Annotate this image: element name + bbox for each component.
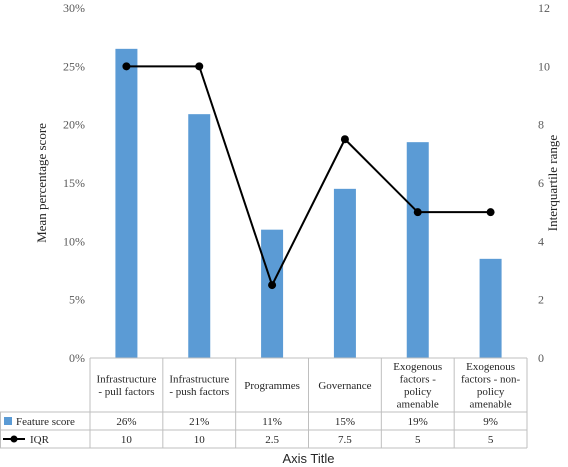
data-label: 5 [415, 434, 421, 446]
data-table: Infrastructure - pull factors Infrastructu… [0, 357, 528, 449]
y-tick-label: 30% [63, 1, 85, 15]
y2-tick-label: 10 [538, 59, 550, 73]
data-label: 15% [335, 416, 355, 428]
x-tick-label: Programmes [244, 380, 300, 392]
bar [479, 258, 502, 358]
iqr-point [340, 135, 349, 144]
x-tick-label: Infrastructure - push factors [169, 374, 229, 399]
x-tick-label: Infrastructure - pull factors [96, 374, 156, 399]
legend-swatch-feature-score [4, 417, 12, 425]
data-label: 21% [189, 416, 209, 428]
y2-tick-label: 12 [538, 1, 550, 15]
data-label: 11% [262, 416, 282, 428]
legend-label: IQR [30, 434, 50, 446]
y-tick-label: 25% [63, 59, 85, 73]
data-label: 19% [408, 416, 428, 428]
y2-tick-label: 2 [538, 293, 544, 307]
bar [406, 142, 429, 358]
data-label: 7.5 [338, 434, 352, 446]
y-axis-title: Mean percentage score [34, 123, 49, 243]
data-label: 26% [116, 416, 136, 428]
plot-area [90, 48, 527, 359]
legend-swatch-iqr-marker [10, 435, 18, 443]
iqr-point [122, 62, 131, 71]
iqr-point [195, 62, 204, 71]
data-label: 2.5 [265, 434, 279, 446]
bar [188, 114, 211, 359]
iqr-line [126, 65, 491, 288]
y2-axis-title: Interquartile range [545, 135, 560, 232]
bar [261, 229, 284, 358]
y-tick-label: 20% [63, 118, 85, 132]
right-axis-ticks: 0 2 4 6 8 10 12 [538, 1, 550, 365]
left-axis-ticks: 0% 5% 10% 15% 20% 25% 30% [63, 1, 85, 365]
data-label: 5 [488, 434, 494, 446]
bar-series [115, 48, 502, 359]
legend-label: Feature score [16, 416, 75, 428]
bar [115, 48, 138, 358]
y-tick-label: 5% [69, 293, 85, 307]
data-label: 9% [483, 416, 498, 428]
y-tick-label: 0% [69, 351, 85, 365]
iqr-point [413, 208, 422, 217]
y2-tick-label: 0 [538, 351, 544, 365]
y2-tick-label: 4 [538, 234, 544, 248]
x-tick-label: Exogenous factors - non-policy amenable [461, 361, 521, 411]
iqr-point [486, 208, 495, 217]
y-tick-label: 10% [63, 234, 85, 248]
x-axis-title: Axis Title [282, 451, 334, 466]
y-tick-label: 15% [63, 176, 85, 190]
x-tick-label: Governance [318, 380, 371, 392]
y2-tick-label: 8 [538, 118, 544, 132]
data-label: 10 [121, 434, 133, 446]
y2-tick-label: 6 [538, 176, 544, 190]
x-tick-label: Exogenous factors -policy amenable [393, 361, 442, 411]
iqr-point [268, 281, 277, 290]
iqr-series [122, 62, 495, 290]
bar [333, 188, 356, 358]
data-label: 10 [194, 434, 206, 446]
